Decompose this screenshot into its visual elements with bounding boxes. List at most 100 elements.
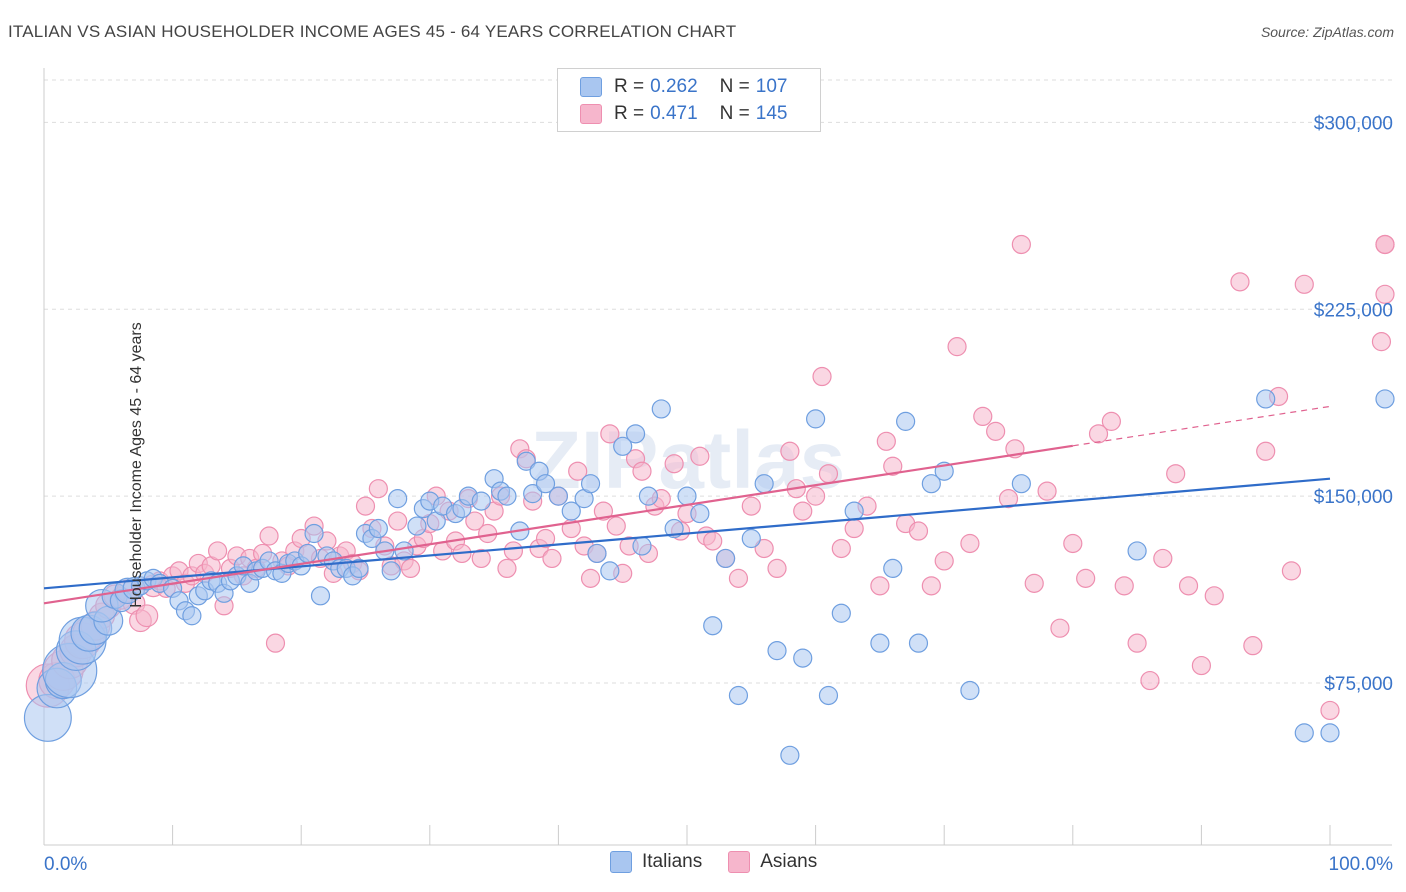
- y-tick-label: $75,000: [1324, 674, 1393, 695]
- asians-point: [388, 511, 408, 531]
- italians-point: [471, 491, 491, 511]
- asians-point: [1076, 568, 1096, 588]
- legend-swatch-asians: [580, 104, 602, 124]
- legend-r-value: 0.471: [650, 103, 698, 124]
- x-tick-label: 100.0%: [1329, 854, 1394, 875]
- legend-row-italians: R = 0.262 N = 107: [580, 74, 787, 100]
- italians-point: [805, 409, 826, 429]
- asians-point: [934, 551, 954, 571]
- italians-point: [182, 606, 202, 626]
- italians-point: [664, 518, 684, 539]
- italians-point: [381, 561, 401, 581]
- italians-point: [767, 641, 787, 661]
- legend-item-italians[interactable]: Italians: [610, 851, 702, 873]
- asians-point: [1320, 700, 1340, 721]
- asians-point: [921, 576, 941, 596]
- italians-point: [793, 648, 813, 668]
- italians-point: [1375, 389, 1395, 409]
- asians-point: [1294, 274, 1314, 294]
- y-tick-label: $150,000: [1314, 487, 1393, 508]
- asians-point: [1050, 618, 1070, 638]
- italians-point: [580, 474, 601, 494]
- asians-point: [1375, 234, 1395, 255]
- asians-point: [960, 533, 980, 554]
- italians-point: [587, 543, 607, 564]
- asians-point: [690, 446, 710, 466]
- italians-point: [908, 633, 929, 653]
- italians-point: [715, 548, 736, 569]
- italians-point: [870, 633, 890, 653]
- asians-point: [1230, 272, 1250, 292]
- italians-point: [728, 685, 749, 706]
- legend-label-italians: Italians: [642, 851, 703, 872]
- asians-point: [1191, 655, 1212, 676]
- italians-point: [741, 528, 761, 549]
- asians-point: [503, 541, 523, 561]
- legend-row-asians: R = 0.471 N = 145: [580, 101, 787, 127]
- asians-point: [741, 496, 761, 516]
- asians-point: [1375, 284, 1395, 304]
- legend-swatch-italians: [580, 77, 602, 97]
- italians-point: [497, 486, 517, 506]
- asians-point: [1178, 576, 1199, 596]
- chart-title: ITALIAN VS ASIAN HOUSEHOLDER INCOME AGES…: [8, 22, 737, 41]
- italians-point: [1256, 389, 1276, 409]
- italians-point: [368, 518, 388, 539]
- asians-point: [1166, 464, 1186, 484]
- italians-point: [516, 451, 536, 471]
- italians-point: [818, 685, 839, 706]
- asians-point: [542, 548, 562, 569]
- legend-item-asians[interactable]: Asians: [728, 851, 817, 873]
- asians-point: [606, 516, 626, 536]
- asians-point: [593, 501, 614, 521]
- asians-point: [812, 366, 832, 387]
- italians-point: [780, 745, 800, 765]
- asians-point: [600, 424, 620, 444]
- trend-lines: [43, 405, 1331, 605]
- asians-point: [703, 531, 723, 551]
- asians-point: [1140, 670, 1160, 691]
- legend-swatch-italians: [610, 851, 632, 873]
- asians-point: [535, 528, 556, 549]
- legend-r-label: R =: [614, 103, 645, 124]
- asians-point: [568, 461, 588, 481]
- italians-point: [651, 399, 671, 419]
- y-tick-label: $300,000: [1314, 113, 1393, 134]
- y-tick-label: $225,000: [1314, 300, 1393, 321]
- asians-point: [497, 558, 517, 579]
- asians-point: [767, 558, 787, 579]
- asians-point: [400, 558, 421, 579]
- italians-point: [298, 543, 318, 564]
- legend-n-value: 145: [755, 103, 788, 124]
- italians-point: [921, 474, 941, 494]
- italians-point: [960, 680, 980, 701]
- legend-n-value: 107: [755, 76, 788, 97]
- italians-point: [703, 616, 723, 636]
- legend-r-label: R =: [614, 76, 645, 97]
- italians-point: [548, 486, 569, 506]
- y-axis-label: Householder Income Ages 45 - 64 years: [127, 322, 145, 608]
- legend-swatch-asians: [728, 851, 751, 873]
- italians-point: [896, 411, 916, 431]
- asians-point: [1037, 481, 1057, 501]
- asians-point: [1101, 411, 1121, 431]
- italians-point: [523, 484, 543, 504]
- asians-point: [831, 538, 851, 559]
- italians-point: [677, 486, 697, 506]
- italians-point: [690, 503, 710, 524]
- series-legend: Italians Asians: [610, 851, 843, 873]
- asians-point: [664, 454, 684, 474]
- asians-point: [580, 568, 601, 588]
- asians-point: [818, 464, 839, 484]
- asians-point: [135, 604, 159, 628]
- asians-point: [1204, 586, 1224, 606]
- italians-point: [632, 536, 652, 556]
- asians-point: [870, 576, 890, 596]
- italians-point: [310, 586, 331, 606]
- italians-point: [844, 501, 864, 521]
- italians-point: [349, 558, 369, 579]
- asians-point: [1243, 636, 1263, 656]
- asians-point: [883, 456, 903, 476]
- asians-trend-line-solid: [43, 444, 1073, 605]
- asians-point: [1011, 234, 1031, 255]
